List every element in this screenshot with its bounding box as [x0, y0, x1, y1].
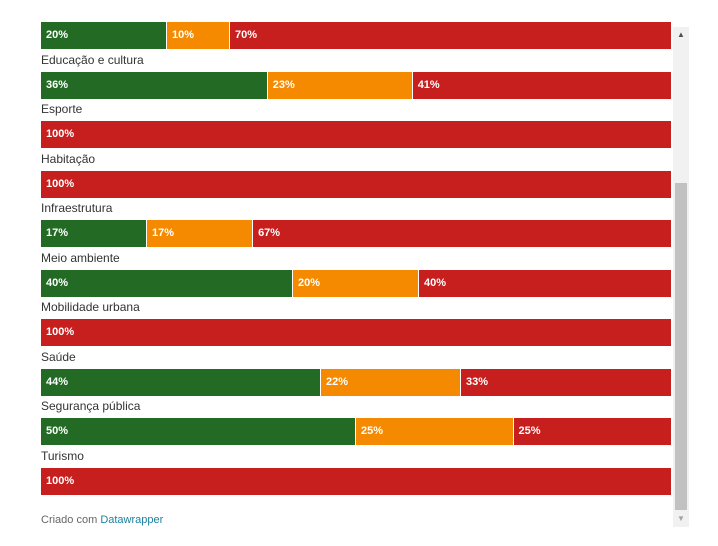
bar-segment: 36%: [41, 72, 268, 99]
bar-row: 44% 22% 33%: [41, 369, 671, 396]
segment-value-label: 100%: [46, 475, 75, 487]
credit-footer: Criado com Datawrapper: [41, 514, 163, 526]
bar-row: 36% 23% 41%: [41, 72, 671, 99]
segment-value-label: 100%: [46, 178, 75, 190]
bar-row: 17% 17% 67%: [41, 220, 671, 247]
bar-segment: 23%: [267, 72, 413, 99]
vertical-scrollbar[interactable]: ▲ ▼: [673, 27, 689, 527]
segment-value-label: 36%: [46, 79, 69, 91]
segment-value-label: 17%: [46, 227, 69, 239]
bar-segment: 20%: [41, 22, 167, 49]
segment-value-label: 22%: [326, 376, 349, 388]
bar-row: 40% 20% 40%: [41, 270, 671, 297]
category-label: Habitação: [41, 152, 96, 166]
segment-value-label: 25%: [361, 425, 384, 437]
bar-segment: 33%: [461, 369, 671, 396]
segment-value-label: 41%: [417, 79, 440, 91]
segment-value-label: 44%: [46, 376, 69, 388]
category-label: Turismo: [41, 449, 84, 463]
segment-value-label: 17%: [152, 227, 175, 239]
segment-value-label: 100%: [46, 326, 75, 338]
scroll-up-arrow-icon[interactable]: ▲: [677, 30, 685, 39]
segment-value-label: 50%: [46, 425, 69, 437]
bar-segment: 17%: [41, 220, 148, 247]
credit-prefix: Criado com: [41, 514, 98, 526]
bar-segment: 44%: [41, 369, 321, 396]
bar-row: 100%: [41, 171, 671, 198]
category-label: Infraestrutura: [41, 201, 113, 215]
segment-value-label: 10%: [172, 29, 195, 41]
segment-value-label: 33%: [466, 376, 489, 388]
segment-value-label: 40%: [46, 277, 69, 289]
bar-segment: 70%: [230, 22, 671, 49]
bar-segment: 22%: [321, 369, 461, 396]
bar-segment: 25%: [356, 418, 514, 445]
category-label: Segurança pública: [41, 399, 141, 413]
bar-segment: 100%: [41, 319, 671, 346]
category-label: Educação e cultura: [41, 53, 144, 67]
bar-segment: 10%: [167, 22, 230, 49]
bar-segment: 40%: [419, 270, 671, 297]
segment-value-label: 40%: [424, 277, 447, 289]
category-label: Mobilidade urbana: [41, 300, 140, 314]
segment-value-label: 23%: [272, 79, 295, 91]
category-label: Meio ambiente: [41, 251, 120, 265]
bar-segment: 100%: [41, 468, 671, 495]
bar-row: 100%: [41, 468, 671, 495]
segment-value-label: 25%: [518, 425, 541, 437]
bar-segment: 67%: [253, 220, 671, 247]
bar-segment: 41%: [412, 72, 671, 99]
scroll-down-arrow-icon[interactable]: ▼: [677, 514, 685, 523]
bar-row: 100%: [41, 319, 671, 346]
bar-segment: 17%: [147, 220, 254, 247]
segment-value-label: 67%: [258, 227, 281, 239]
bar-segment: 40%: [41, 270, 293, 297]
bar-segment: 25%: [513, 418, 671, 445]
category-label: Saúde: [41, 350, 76, 364]
category-label: Esporte: [41, 102, 83, 116]
segment-value-label: 20%: [298, 277, 321, 289]
bar-segment: 100%: [41, 171, 671, 198]
bar-row: 20% 10% 70%: [41, 22, 671, 49]
datawrapper-link[interactable]: Datawrapper: [100, 514, 164, 526]
bar-segment: 20%: [293, 270, 419, 297]
bar-row: 50% 25% 25%: [41, 418, 671, 445]
segment-value-label: 100%: [46, 128, 75, 140]
bar-segment: 50%: [41, 418, 356, 445]
stacked-bar-chart: 20% 10% 70% Educação e cultura 36% 23% 41% Espo…: [41, 0, 671, 510]
segment-value-label: 20%: [46, 29, 69, 41]
bar-segment: 100%: [41, 121, 671, 148]
segment-value-label: 70%: [235, 29, 258, 41]
scrollbar-thumb[interactable]: [675, 183, 687, 510]
bar-row: 100%: [41, 121, 671, 148]
